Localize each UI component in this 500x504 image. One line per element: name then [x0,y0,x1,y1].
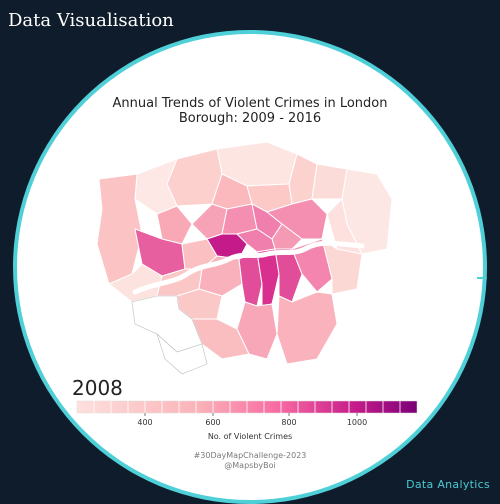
map-canvas: Annual Trends of Violent Crimes in Londo… [17,34,483,500]
borough-newham [265,198,328,240]
credit-hashtag: #30DayMapChallenge-2023 [193,451,307,460]
map-title-line1: Annual Trends of Violent Crimes in Londo… [112,96,388,111]
colorbar-dividers [93,401,401,413]
colorbar-tick-label: 1000 [347,418,367,427]
colorbar-tick-marks [144,413,358,416]
borough-brent [156,205,193,245]
footer-brand: Data Analytics [406,478,490,491]
page-title: Data Visualisation [8,10,174,31]
colorbar-tick-label: 800 [281,418,296,427]
borough-polygons [96,141,393,375]
london-choropleth: 400 600 800 1000 [76,141,418,427]
frame-edge-marker [477,277,487,279]
credit-handle: @MapsbyBoi [224,461,276,470]
borough-richmond [131,295,203,353]
year-label: 2008 [72,376,123,400]
borough-kingston [156,333,208,375]
river-thames [132,240,365,295]
colorbar-label: No. of Violent Crimes [207,432,293,441]
colorbar-tick-label: 600 [205,418,220,427]
map-title-line2: Borough: 2009 - 2016 [178,111,322,126]
borough-islington [221,203,258,235]
map-frame-circle: Annual Trends of Violent Crimes in Londo… [13,30,487,504]
borough-bromley [276,291,338,365]
borough-redbridge [311,163,348,200]
colorbar-tick-label: 400 [137,418,152,427]
colorbar-tick-labels: 400 600 800 1000 [137,418,367,427]
borough-bexley [321,237,363,295]
